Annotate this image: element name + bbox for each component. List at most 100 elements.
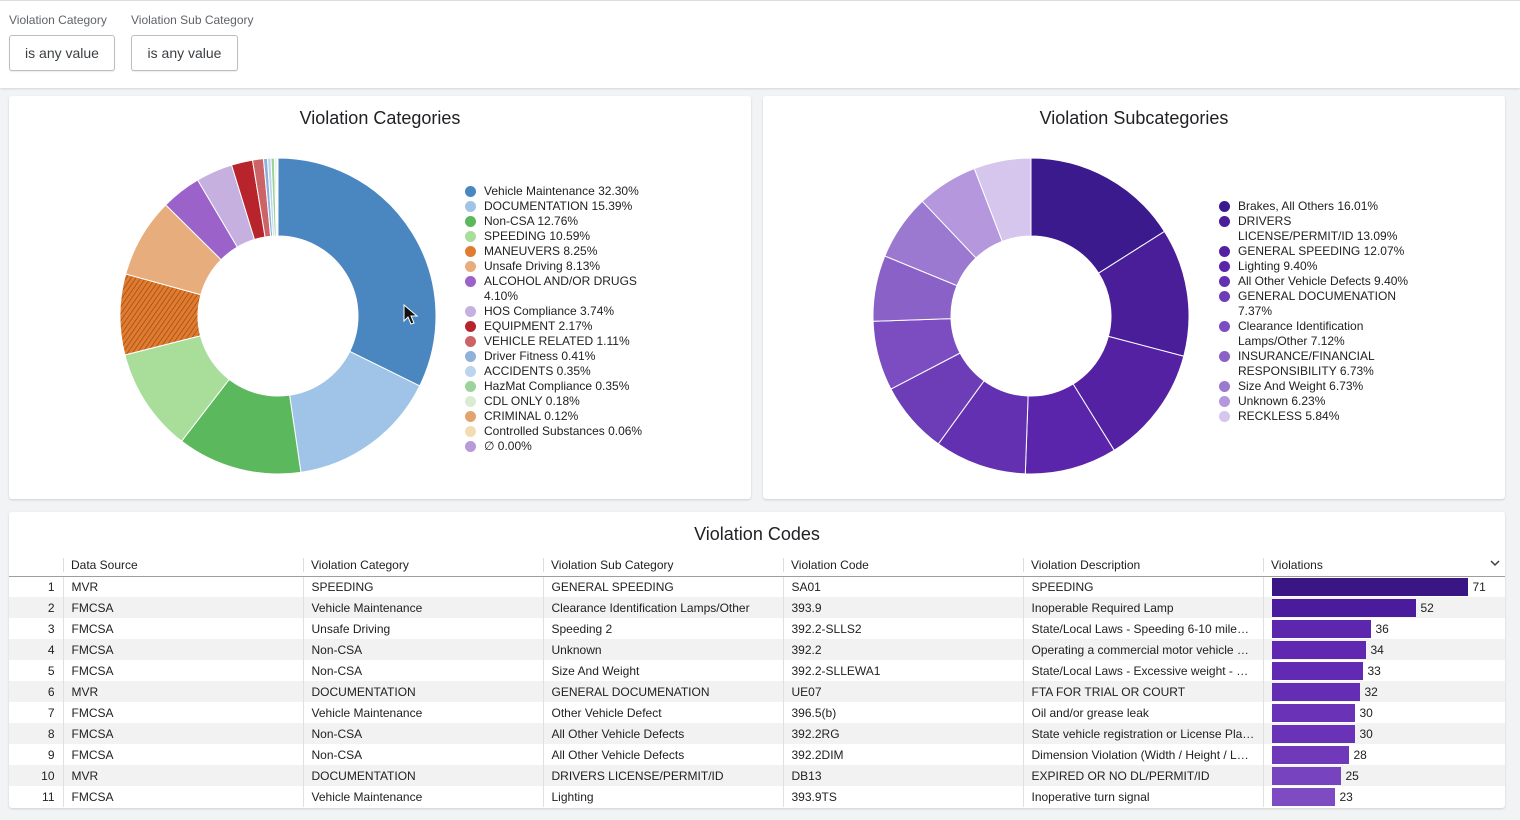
legend-swatch-icon: [1219, 246, 1230, 257]
legend-label: GENERAL SPEEDING 12.07%: [1238, 244, 1405, 258]
subcategory-legend-item[interactable]: Lighting 9.40%: [1219, 259, 1409, 274]
category-legend-item[interactable]: ∅ 0.00%: [465, 439, 655, 454]
category-legend-item[interactable]: HazMat Compliance 0.35%: [465, 379, 655, 394]
subcategory-legend-item[interactable]: GENERAL DOCUMENATION 7.37%: [1219, 289, 1409, 319]
cell-violations: 23: [1262, 786, 1505, 807]
cell-violations: 36: [1262, 618, 1505, 639]
table-row[interactable]: 7 FMCSA Vehicle Maintenance Other Vehicle D…: [9, 702, 1505, 723]
subcategory-slice[interactable]: [1030, 157, 1166, 274]
legend-swatch-icon: [1219, 321, 1230, 332]
legend-label: VEHICLE RELATED 1.11%: [484, 334, 630, 348]
category-legend-item[interactable]: EQUIPMENT 2.17%: [465, 319, 655, 334]
cell-violation-description: FTA FOR TRIAL OR COURT: [1022, 681, 1263, 702]
table-row[interactable]: 3 FMCSA Unsafe Driving Speeding 2 392.2-SLLS…: [9, 618, 1505, 639]
column-header-violation-category[interactable]: Violation Category: [303, 554, 543, 577]
violations-bar: [1271, 766, 1341, 785]
category-legend-item[interactable]: CRIMINAL 0.12%: [465, 409, 655, 424]
column-header-violations[interactable]: Violations: [1263, 554, 1505, 577]
cell-violations: 33: [1262, 660, 1505, 681]
category-legend-item[interactable]: CDL ONLY 0.18%: [465, 394, 655, 409]
cell-violation-code: SA01: [782, 576, 1023, 597]
filter-violation-sub-category: Violation Sub Category is any value: [131, 12, 254, 71]
table-row[interactable]: 5 FMCSA Non-CSA Size And Weight 392.2-SLLEWA…: [9, 660, 1505, 681]
violation-subcategories-legend: Brakes, All Others 16.01% DRIVERS LICENSE…: [1219, 199, 1409, 424]
table-row[interactable]: 6 MVR DOCUMENTATION GENERAL DOCUMENATION UE0…: [9, 681, 1505, 702]
table-row[interactable]: 4 FMCSA Non-CSA Unknown 392.2 Operating a com…: [9, 639, 1505, 660]
cell-violations: 52: [1262, 597, 1505, 618]
violations-bar: [1271, 598, 1416, 617]
filter-violation-sub-category-button[interactable]: is any value: [131, 35, 238, 71]
subcategory-legend-item[interactable]: Size And Weight 6.73%: [1219, 379, 1409, 394]
category-slice[interactable]: [276, 157, 279, 237]
table-row[interactable]: 8 FMCSA Non-CSA All Other Vehicle Defects 39…: [9, 723, 1505, 744]
violations-value: 52: [1420, 600, 1434, 615]
category-slice[interactable]: [277, 157, 437, 387]
subcategory-legend-item[interactable]: GENERAL SPEEDING 12.07%: [1219, 244, 1409, 259]
legend-label: Unknown 6.23%: [1238, 394, 1326, 408]
category-legend-item[interactable]: Controlled Substances 0.06%: [465, 424, 655, 439]
category-legend-item[interactable]: VEHICLE RELATED 1.11%: [465, 334, 655, 349]
legend-swatch-icon: [465, 231, 476, 242]
cell-data-source: MVR: [62, 765, 303, 786]
category-legend-item[interactable]: ALCOHOL AND/OR DRUGS 4.10%: [465, 274, 655, 304]
table-row[interactable]: 9 FMCSA Non-CSA All Other Vehicle Defects 39…: [9, 744, 1505, 765]
category-legend-item[interactable]: Driver Fitness 0.41%: [465, 349, 655, 364]
cell-violations: 71: [1262, 576, 1505, 597]
column-header-violation-sub-category[interactable]: Violation Sub Category: [543, 554, 783, 577]
column-header-data-source[interactable]: Data Source: [63, 554, 303, 577]
category-legend-item[interactable]: ACCIDENTS 0.35%: [465, 364, 655, 379]
category-legend-item[interactable]: DOCUMENTATION 15.39%: [465, 199, 655, 214]
legend-label: Controlled Substances 0.06%: [484, 424, 643, 438]
cell-violations: 30: [1262, 723, 1505, 744]
cell-violation-description: Dimension Violation (Width / Height / L…: [1022, 744, 1263, 765]
violations-value: 25: [1345, 768, 1359, 783]
filter-violation-category-button[interactable]: is any value: [9, 35, 115, 71]
violations-value: 30: [1359, 726, 1373, 741]
table-row[interactable]: 2 FMCSA Vehicle Maintenance Clearance Ident…: [9, 597, 1505, 618]
cell-violation-sub-category: Unknown: [542, 639, 783, 660]
legend-swatch-icon: [1219, 411, 1230, 422]
cell-violation-sub-category: All Other Vehicle Defects: [542, 744, 783, 765]
chevron-down-icon[interactable]: [1489, 557, 1501, 572]
category-legend-item[interactable]: Unsafe Driving 8.13%: [465, 259, 655, 274]
subcategory-legend-item[interactable]: INSURANCE/FINANCIAL RESPONSIBILITY 6.73%: [1219, 349, 1409, 379]
cell-violation-category: Vehicle Maintenance: [302, 702, 543, 723]
cell-violation-code: 393.9: [782, 597, 1023, 618]
legend-swatch-icon: [465, 366, 476, 377]
category-legend-item[interactable]: Vehicle Maintenance 32.30%: [465, 184, 655, 199]
legend-label: Driver Fitness 0.41%: [484, 349, 596, 363]
column-header-violation-code[interactable]: Violation Code: [783, 554, 1023, 577]
subcategory-legend-item[interactable]: All Other Vehicle Defects 9.40%: [1219, 274, 1409, 289]
subcategory-legend-item[interactable]: Unknown 6.23%: [1219, 394, 1409, 409]
subcategory-legend-item[interactable]: DRIVERS LICENSE/PERMIT/ID 13.09%: [1219, 214, 1409, 244]
cell-violation-category: Vehicle Maintenance: [302, 597, 543, 618]
subcategory-legend-item[interactable]: RECKLESS 5.84%: [1219, 409, 1409, 424]
subcategory-slice[interactable]: [973, 157, 1032, 242]
subcategory-legend-item[interactable]: Brakes, All Others 16.01%: [1219, 199, 1409, 214]
table-row[interactable]: 1 MVR SPEEDING GENERAL SPEEDING SA01 SPEEDING…: [9, 576, 1505, 597]
legend-swatch-icon: [1219, 381, 1230, 392]
category-legend-item[interactable]: HOS Compliance 3.74%: [465, 304, 655, 319]
table-row[interactable]: 11 FMCSA Vehicle Maintenance Lighting 393.9T…: [9, 786, 1505, 807]
subcategory-legend-item[interactable]: Clearance Identification Lamps/Other 7.1…: [1219, 319, 1409, 349]
violation-subcategories-tile: Violation Subcategories Brakes, All Othe…: [763, 96, 1505, 499]
table-row[interactable]: 10 MVR DOCUMENTATION DRIVERS LICENSE/PERMIT…: [9, 765, 1505, 786]
violation-categories-donut: [119, 157, 437, 475]
cell-violation-code: 392.2-SLLS2: [782, 618, 1023, 639]
category-legend-item[interactable]: Non-CSA 12.76%: [465, 214, 655, 229]
legend-swatch-icon: [465, 351, 476, 362]
cell-violations: 34: [1262, 639, 1505, 660]
legend-label: ∅ 0.00%: [484, 439, 532, 453]
category-legend-item[interactable]: MANEUVERS 8.25%: [465, 244, 655, 259]
legend-swatch-icon: [465, 321, 476, 332]
column-header-violation-description[interactable]: Violation Description: [1023, 554, 1263, 577]
category-legend-item[interactable]: SPEEDING 10.59%: [465, 229, 655, 244]
cell-violation-sub-category: Other Vehicle Defect: [542, 702, 783, 723]
legend-label: ALCOHOL AND/OR DRUGS 4.10%: [484, 274, 637, 303]
legend-label: HazMat Compliance 0.35%: [484, 379, 630, 393]
cell-violations: 25: [1262, 765, 1505, 786]
cell-violation-category: Non-CSA: [302, 639, 543, 660]
row-number: 6: [9, 681, 63, 702]
legend-swatch-icon: [465, 246, 476, 257]
violations-bar: [1271, 577, 1468, 596]
